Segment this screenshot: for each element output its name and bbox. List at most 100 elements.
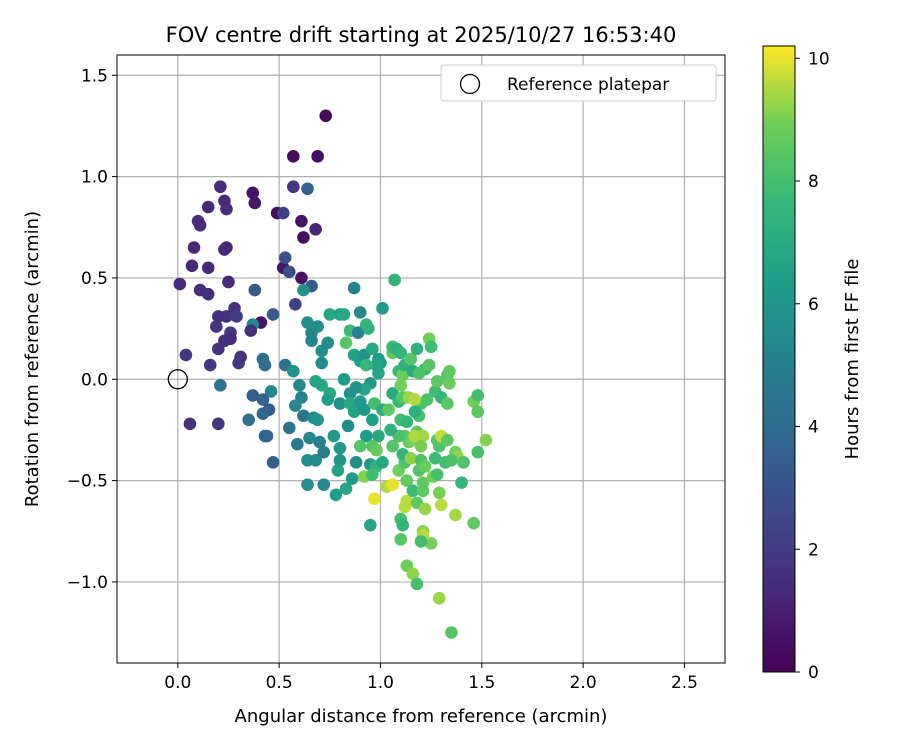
data-point [359,429,373,443]
data-point [203,358,217,372]
data-point [441,433,454,447]
data-point [412,366,426,380]
data-point [443,377,456,390]
data-point [394,346,408,360]
data-point [230,310,243,323]
data-point [341,419,355,433]
grid [117,55,725,663]
data-point [364,518,377,532]
data-point [418,460,432,473]
data-point [289,399,302,412]
data-point [260,429,274,443]
data-point [370,443,383,457]
data-point [295,214,308,228]
data-point [455,476,468,489]
colorbar-tick-label: 6 [808,295,819,315]
data-point [201,287,215,301]
data-point [372,429,385,443]
data-point [339,482,353,496]
data-point [422,358,436,372]
data-point [347,281,361,295]
data-point [414,439,428,453]
data-point [396,368,410,382]
plot-frame [116,54,726,664]
data-point [445,626,458,639]
data-point [372,366,385,380]
data-point [366,342,379,356]
data-point [287,364,300,378]
colorbar-tick-label: 8 [808,172,819,192]
data-point [382,403,395,416]
data-point [467,516,480,530]
data-point [337,372,351,386]
data-point [212,417,225,431]
data-point [331,464,345,477]
data-point [388,273,401,287]
data-point [347,405,361,418]
data-point [297,283,310,297]
data-point [246,389,260,402]
data-point [366,413,379,427]
x-tick-label: 0.5 [266,673,293,693]
data-point [220,241,233,254]
data-point [321,393,335,406]
data-point [376,456,389,469]
data-point [357,403,371,416]
legend-marker-icon [459,73,481,95]
data-point [311,320,324,333]
data-point [315,356,328,370]
legend-label: Reference platepar [507,75,669,95]
data-point [471,389,485,402]
data-point [428,452,442,465]
data-point [400,415,414,429]
data-point [333,397,347,410]
data-point [193,218,207,232]
data-point [408,405,422,418]
data-point [432,591,446,605]
colorbar-tick-label: 0 [808,663,819,683]
y-tick-label: 1.0 [81,168,108,188]
colorbar-tick-label: 4 [808,418,819,438]
data-point [441,397,454,410]
x-tick-label: 2.5 [671,673,698,693]
data-point [416,429,430,443]
colorbar-ticks: 0 2 4 6 8 10 [795,49,830,683]
data-point [362,322,375,335]
y-tick-label: 0.0 [81,370,108,390]
data-point [408,393,422,406]
data-point [329,488,343,502]
data-point [210,320,223,333]
y-axis-label: Rotation from reference (arcmin) [22,211,43,507]
colorbar-tick-label: 10 [808,49,830,69]
y-tick-label: −1.0 [67,573,108,593]
data-point [479,433,493,447]
data-point [301,478,314,491]
data-point [351,326,365,339]
data-point [333,441,347,455]
data-point [406,484,420,498]
data-point [353,306,367,319]
data-point [398,500,412,514]
data-point [394,379,408,392]
data-point [256,407,270,421]
data-point [333,454,347,467]
data-point [264,385,278,398]
data-point [400,474,414,487]
data-point [430,374,444,388]
data-point [220,310,233,323]
data-point [214,180,227,194]
data-point [309,222,322,236]
data-point [410,342,424,356]
data-point [349,381,363,394]
data-point [311,413,324,427]
data-point [404,352,418,366]
data-point [246,186,260,200]
data-point [295,271,308,285]
data-point [386,478,399,491]
data-point [430,468,444,481]
data-point [449,508,462,522]
data-point [366,468,379,481]
data-point [396,518,410,532]
data-point [404,452,418,465]
